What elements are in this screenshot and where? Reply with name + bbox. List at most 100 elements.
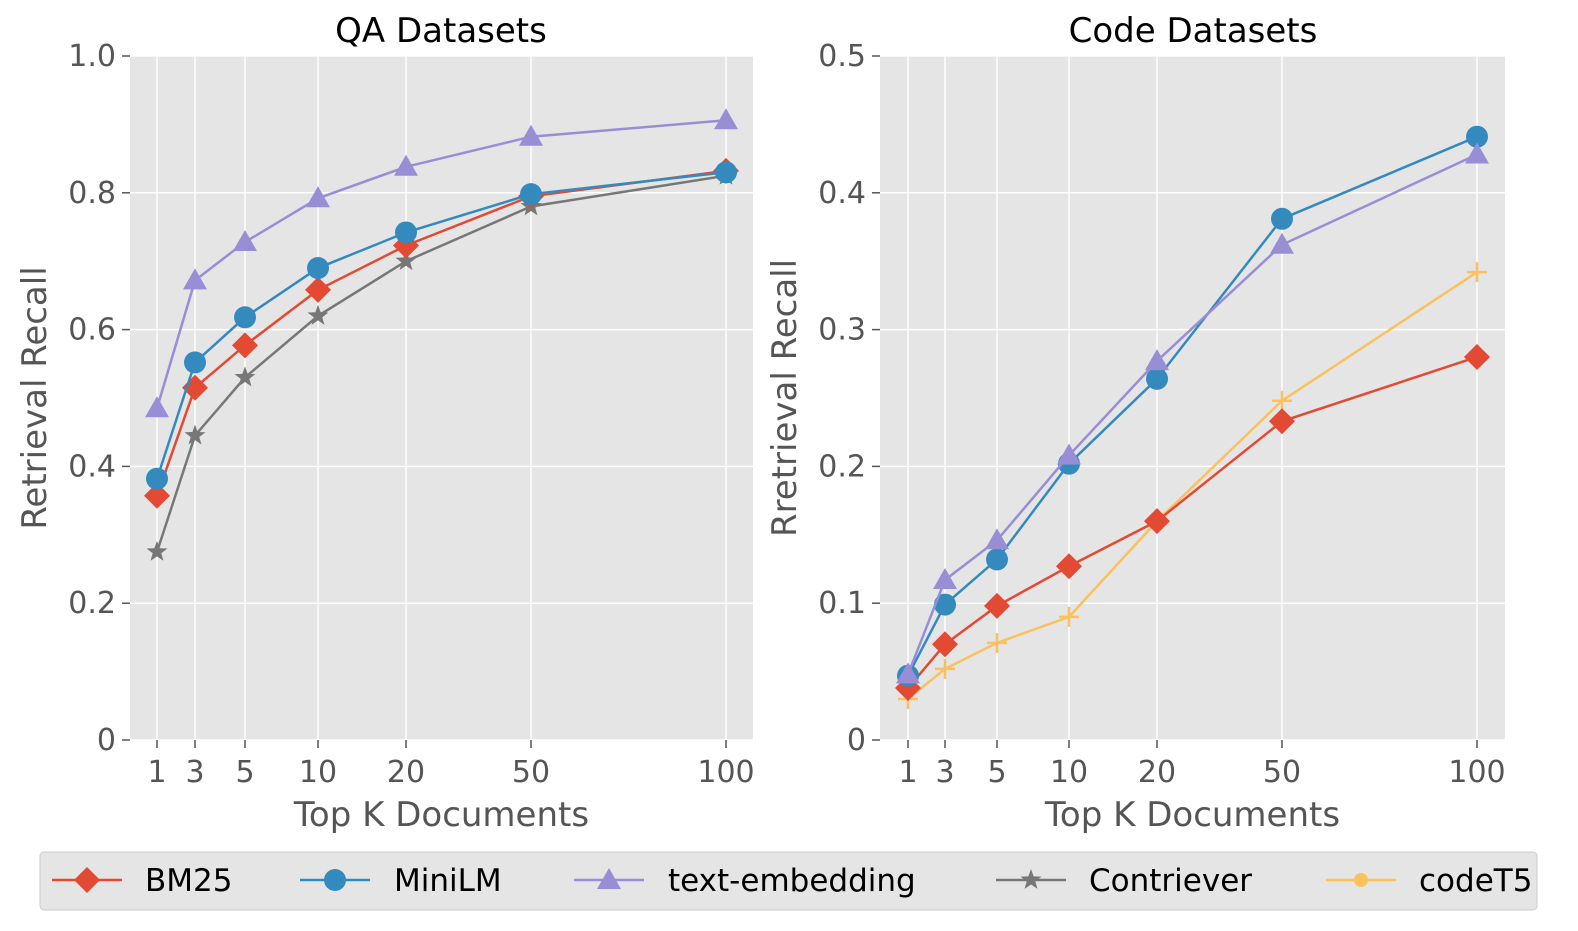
legend-label: codeT5 <box>1419 863 1532 899</box>
y-axis-label: Rretrieval Recall <box>765 259 805 537</box>
bm25-marker <box>232 332 258 359</box>
x-tick-label: 10 <box>1050 755 1088 790</box>
y-tick-label: 0.4 <box>68 449 116 484</box>
bm25-marker <box>932 631 958 658</box>
minilm-marker <box>934 593 956 616</box>
x-tick-label: 100 <box>697 755 754 790</box>
bm25-marker <box>305 276 331 303</box>
legend: BM25 MiniLM text-embedding Contriever codeT5 <box>39 851 1538 911</box>
y-tick-label: 0.3 <box>818 313 866 348</box>
textemb-marker <box>306 186 330 208</box>
chart-title: Code Datasets <box>1069 11 1318 51</box>
legend-label: text-embedding <box>668 863 916 899</box>
textemb-marker <box>519 124 543 146</box>
x-tick-label: 20 <box>1138 755 1176 790</box>
legend-item-textemb: text-embedding <box>574 863 916 899</box>
bm25-marker <box>144 482 170 509</box>
codet5-marker <box>1059 606 1079 627</box>
x-tick-label: 5 <box>987 755 1006 790</box>
contriever-marker <box>1020 869 1042 889</box>
y-tick-label: 0.2 <box>818 449 866 484</box>
minilm-marker <box>146 467 168 490</box>
y-tick-label: 0.1 <box>818 586 866 621</box>
textemb-marker <box>394 154 418 176</box>
legend-item-bm25: BM25 <box>52 863 232 899</box>
panel-qa: 0 0.2 0.4 0.6 0.8 1.0 1 3 5 10 20 50 100 QA Datasets T… <box>15 11 755 835</box>
legend-label: Contriever <box>1089 863 1252 899</box>
panel-code: 0 0.1 0.2 0.3 0.4 0.5 1 3 5 10 20 50 100 Code Dataset… <box>765 11 1506 835</box>
bm25-marker <box>1056 553 1082 580</box>
x-tick-label: 1 <box>898 755 917 790</box>
legend-item-codet5: codeT5 <box>1326 863 1532 899</box>
minilm-marker <box>1146 367 1168 390</box>
bm25-marker <box>1464 343 1490 370</box>
textemb-marker <box>933 567 957 589</box>
contriever-marker <box>146 540 168 561</box>
x-tick-label: 1 <box>147 755 166 790</box>
legend-box <box>39 851 1538 911</box>
legend-label: BM25 <box>145 863 232 899</box>
series-textemb <box>145 108 738 418</box>
x-tick-label: 20 <box>387 755 425 790</box>
y-tick-label: 0 <box>847 723 866 758</box>
codet5-marker <box>987 632 1007 653</box>
chart-title: QA Datasets <box>335 11 547 51</box>
minilm-marker <box>1271 207 1293 230</box>
series-codet5 <box>898 262 1487 709</box>
bm25-marker <box>74 867 100 893</box>
y-tick-label: 0.8 <box>68 176 116 211</box>
x-tick-label: 50 <box>1263 755 1301 790</box>
x-axis-label: Top K Documents <box>293 795 589 835</box>
codet5-marker <box>1272 390 1292 411</box>
textemb-marker <box>145 396 169 418</box>
minilm-marker <box>395 221 417 244</box>
contriever-marker <box>234 366 256 387</box>
plot-area <box>880 56 1505 740</box>
textemb-marker <box>233 230 257 252</box>
x-tick-label: 3 <box>935 755 954 790</box>
legend-item-contriever: Contriever <box>996 863 1252 899</box>
legend-label: MiniLM <box>394 863 502 899</box>
textemb-marker <box>1465 142 1489 164</box>
textemb-marker <box>1270 232 1294 254</box>
bm25-marker <box>984 592 1010 619</box>
minilm-marker <box>1466 125 1488 148</box>
x-tick-label: 5 <box>235 755 254 790</box>
legend-item-minilm: MiniLM <box>300 863 502 899</box>
textemb-marker <box>1145 349 1169 371</box>
textemb-marker <box>985 528 1009 550</box>
y-tick-label: 0 <box>97 723 116 758</box>
contriever-marker <box>184 424 206 445</box>
x-tick-label: 50 <box>512 755 550 790</box>
y-tick-label: 1.0 <box>68 39 116 74</box>
plot-area <box>130 56 753 740</box>
codet5-marker <box>935 658 955 679</box>
textemb-marker <box>714 108 738 130</box>
x-tick-label: 10 <box>299 755 337 790</box>
series-textemb <box>896 142 1489 684</box>
y-tick-label: 0.5 <box>818 39 866 74</box>
minilm-marker <box>986 548 1008 571</box>
codet5-marker <box>1467 262 1487 283</box>
x-tick-label: 100 <box>1448 755 1505 790</box>
contriever-marker <box>395 250 417 271</box>
x-axis-label: Top K Documents <box>1044 795 1340 835</box>
textemb-marker <box>1057 443 1081 465</box>
minilm-marker <box>324 869 346 891</box>
minilm-marker <box>715 161 737 184</box>
codet5-marker <box>1354 873 1368 887</box>
minilm-marker <box>184 351 206 374</box>
y-tick-label: 0.6 <box>68 313 116 348</box>
series-minilm <box>146 161 737 490</box>
y-tick-label: 0.4 <box>818 176 866 211</box>
minilm-marker <box>234 306 256 329</box>
textemb-marker <box>183 268 207 290</box>
y-axis-label: Retrieval Recall <box>15 266 55 529</box>
minilm-marker <box>520 183 542 206</box>
bm25-marker <box>1269 408 1295 435</box>
contriever-marker <box>307 304 329 325</box>
y-tick-label: 0.2 <box>68 586 116 621</box>
textemb-marker <box>896 662 920 684</box>
minilm-marker <box>307 257 329 280</box>
textemb-marker <box>597 868 621 889</box>
